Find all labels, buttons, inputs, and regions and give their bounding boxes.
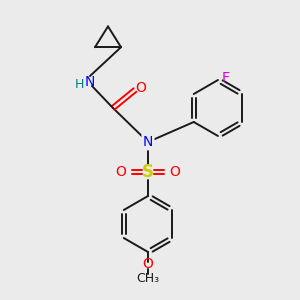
Text: O: O	[116, 165, 126, 179]
Text: O: O	[142, 257, 153, 271]
Text: N: N	[85, 75, 95, 89]
Text: O: O	[169, 165, 180, 179]
Text: S: S	[142, 163, 154, 181]
Text: CH₃: CH₃	[136, 272, 160, 284]
Text: O: O	[136, 81, 146, 95]
Text: F: F	[222, 71, 230, 85]
Text: N: N	[143, 135, 153, 149]
Text: H: H	[74, 77, 84, 91]
